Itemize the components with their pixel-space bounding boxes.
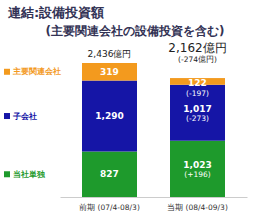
data-label: 1,290: [95, 111, 123, 121]
x-axis: 前期 (07/4-08/3) 当期 (08/4-09/3): [61, 198, 248, 213]
change-label: (-197): [186, 89, 209, 98]
change-label: (-273): [186, 114, 209, 123]
legend-label: 子会社: [12, 112, 37, 121]
bar-segment: [170, 85, 225, 141]
legend-label: 主要関連会社: [12, 66, 61, 76]
total-label: 2,162億円: [168, 41, 226, 55]
title: 連結:設備投資額: [7, 5, 104, 20]
subtitle: (主要関連会社の設備投資を含む): [46, 24, 225, 38]
legend-swatch: [4, 69, 10, 75]
bar-segment: [82, 152, 137, 197]
data-label: 827: [100, 169, 119, 179]
change-label: (+196): [184, 170, 211, 179]
x-tick-label: 前期 (07/4-08/3): [79, 203, 140, 212]
x-axis-line: [61, 197, 248, 198]
legend-swatch: [4, 171, 10, 177]
total-change-label: (-274億円): [178, 55, 217, 64]
x-tick-label: 当期 (08/4-09/3): [167, 203, 228, 212]
bar-segment: [82, 81, 137, 152]
x-tick: 前期 (07/4-08/3): [79, 203, 140, 212]
chart: 連結:設備投資額 (主要関連会社の設備投資を含む) 827 1,023(+196) 1,…: [0, 0, 270, 220]
data-label: 1,023: [183, 160, 211, 170]
data-label: 1,017: [183, 104, 211, 114]
data-labels: 827 1,023(+196) 1,290 1,017(-273) 319 122(-19…: [95, 67, 211, 180]
legend: 当社単独 子会社 主要関連会社: [4, 66, 61, 178]
total-label: 2,436億円: [88, 49, 132, 59]
legend-swatch: [4, 113, 10, 119]
data-label: 122: [188, 78, 207, 88]
bar-segment: [170, 141, 225, 197]
data-label: 319: [100, 67, 119, 77]
bar-segment: [82, 63, 137, 81]
bars: [82, 63, 225, 197]
x-tick: 当期 (08/4-09/3): [167, 203, 228, 212]
legend-label: 当社単独: [13, 170, 46, 179]
